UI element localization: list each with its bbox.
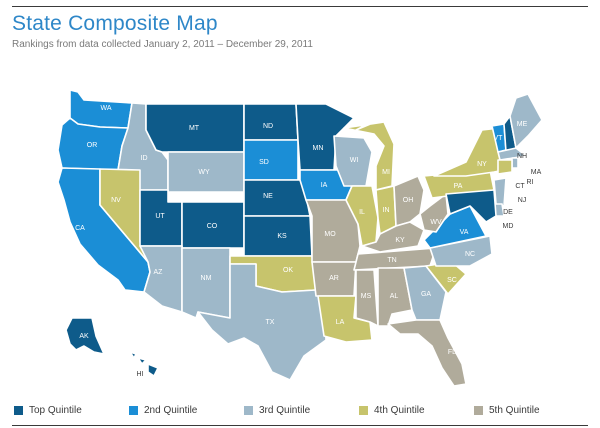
state-sd — [243, 139, 299, 181]
legend-item-top: Top Quintile — [14, 405, 82, 416]
state-label-de: DE — [503, 209, 513, 216]
state-ri — [511, 157, 519, 169]
state-ms — [355, 269, 379, 327]
state-ct — [497, 159, 513, 175]
state-mt — [145, 103, 245, 153]
legend-swatch — [129, 406, 138, 415]
state-label-nj: NJ — [518, 197, 527, 204]
state-ar — [311, 261, 357, 297]
state-tx — [197, 263, 327, 381]
state-ma — [497, 147, 527, 161]
state-ky — [361, 221, 425, 253]
state-ks — [243, 215, 313, 257]
legend-item-q4: 4th Quintile — [359, 405, 425, 416]
state-wa — [69, 89, 133, 129]
legend-swatch — [14, 406, 23, 415]
legend-item-q3: 3rd Quintile — [244, 405, 310, 416]
state-md — [445, 189, 497, 223]
state-label-ct: CT — [515, 183, 525, 190]
top-rule — [12, 6, 588, 7]
legend-swatch — [359, 406, 368, 415]
state-wy — [167, 151, 245, 193]
state-label-ma: MA — [531, 169, 542, 176]
legend-swatch — [474, 406, 483, 415]
state-nj — [493, 177, 507, 207]
state-ak — [65, 317, 105, 355]
state-label-md: MD — [503, 223, 514, 230]
state-wv — [419, 193, 449, 233]
legend-swatch — [244, 406, 253, 415]
legend-item-q5: 5th Quintile — [474, 405, 540, 416]
legend-label: 2nd Quintile — [144, 405, 198, 416]
legend-label: Top Quintile — [29, 405, 82, 416]
state-hi — [129, 351, 159, 377]
map-subtitle: Rankings from data collected January 2, … — [12, 39, 313, 50]
legend-label: 3rd Quintile — [259, 405, 311, 416]
legend-label: 4th Quintile — [374, 405, 425, 416]
state-nd — [243, 103, 299, 141]
state-me — [509, 93, 543, 149]
state-ut — [139, 189, 183, 247]
map-title: State Composite Map — [12, 12, 218, 35]
state-label-ri: RI — [527, 179, 534, 186]
legend-label: 5th Quintile — [489, 405, 540, 416]
bottom-rule — [12, 425, 588, 426]
state-oh — [393, 175, 425, 227]
map-legend: Top Quintile 2nd Quintile 3rd Quintile 4th … — [0, 405, 600, 421]
state-nm — [181, 247, 231, 319]
state-label-hi: HI — [137, 371, 144, 378]
legend-item-q2: 2nd Quintile — [129, 405, 197, 416]
state-co — [181, 201, 245, 249]
state-ne — [243, 179, 311, 217]
state-fl — [387, 319, 467, 387]
